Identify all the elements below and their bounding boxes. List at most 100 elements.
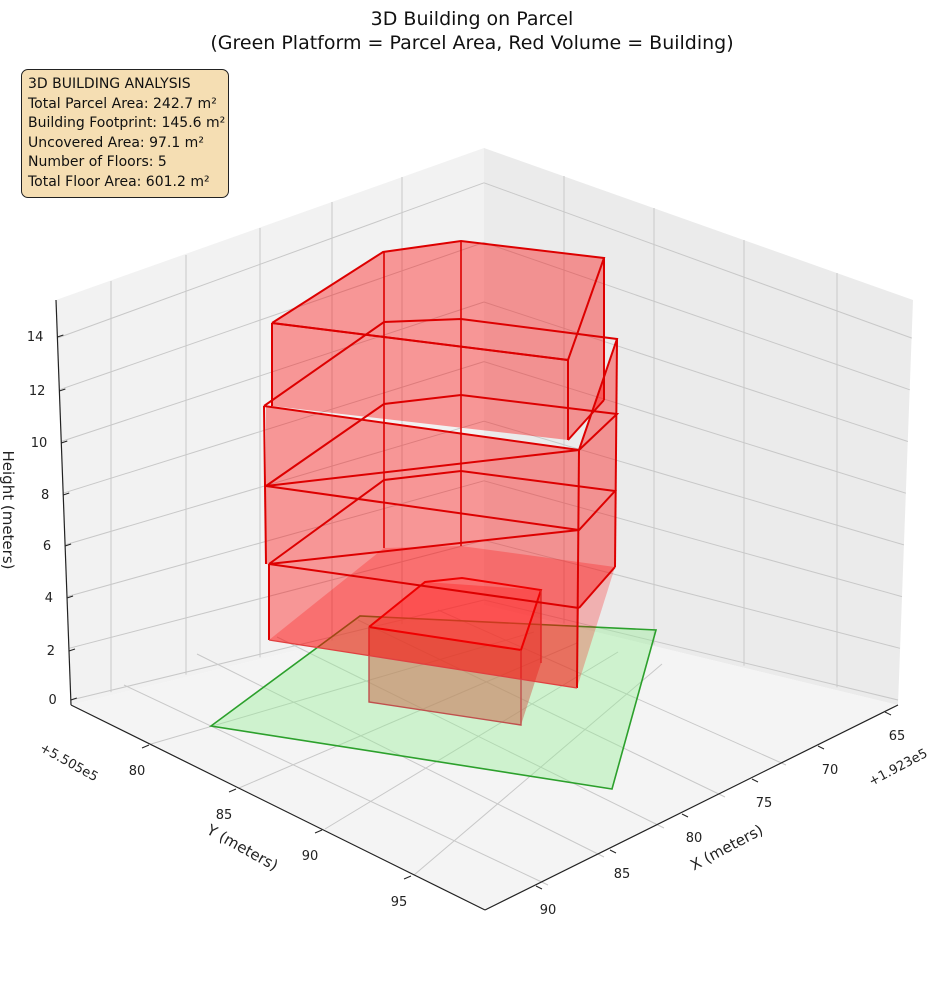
floor-pane [71, 605, 898, 910]
x-axis-label: X (meters) [687, 821, 766, 874]
tower-base [269, 546, 615, 688]
z-tick-mark [68, 648, 76, 652]
tick-labels: 65 70 75 80 85 90 80 85 90 95 0 2 4 6 8 10 12 14 [27, 330, 905, 918]
back-left-pane [56, 148, 484, 705]
x-tick-label: 75 [756, 796, 773, 811]
floor-grid-x [123, 684, 549, 886]
x-tick-label: 80 [686, 831, 703, 846]
y-axis-line [70, 704, 486, 911]
vert-front-right [576, 449, 580, 689]
grid-line-z-right [483, 361, 907, 494]
grid-line-z-right [483, 420, 905, 546]
tower-side-upper [568, 258, 604, 440]
floor-grid-x [437, 609, 787, 766]
y-tick-label: 95 [391, 895, 408, 910]
z-tick-label: 12 [29, 384, 46, 399]
front-edge-2 [265, 485, 580, 531]
z-tick-label: 14 [27, 330, 44, 345]
building-volume [263, 239, 620, 726]
y-tick-mark [228, 788, 237, 793]
x-offset-label: +1.923e5 [866, 746, 930, 789]
floor-grid-y [324, 651, 619, 830]
y-tick-mark [403, 875, 412, 880]
grid-line-z-left [57, 182, 485, 339]
annex-front [369, 627, 521, 725]
x-tick-mark [609, 849, 617, 854]
y-tick-label: 85 [216, 808, 233, 823]
floor-slab-edge [268, 469, 618, 565]
y-offset-label: +5.505e5 [37, 741, 101, 785]
base-front-edge [268, 639, 578, 689]
y-tick-label: 90 [302, 849, 319, 864]
axis-panes [56, 148, 913, 910]
x-tick-mark [817, 745, 825, 750]
vert-left-mid [263, 405, 267, 565]
grid-line-z-right [483, 241, 911, 391]
z-axis-line [55, 299, 72, 706]
floor-grid-y [413, 663, 663, 876]
grid-line-z-left [66, 480, 485, 598]
side-edge-lower [578, 566, 616, 609]
chart-title-line-1: 3D Building on Parcel [371, 8, 574, 30]
grid-line-z-right [483, 182, 912, 339]
tower-front-lower [269, 564, 579, 688]
grid-line-z-left [68, 539, 485, 649]
info-line-parcel-area: Total Parcel Area: 242.7 m² [28, 95, 217, 112]
z-tick-label: 0 [49, 693, 57, 708]
grid-line-z-left [62, 361, 485, 494]
side-edge-upper [567, 399, 605, 441]
y-tick-mark [314, 829, 323, 834]
axis-ticks [57, 334, 892, 890]
y-tick-mark [141, 744, 150, 749]
z-tick-label: 4 [45, 591, 53, 606]
z-tick-mark [64, 543, 72, 547]
z-tick-label: 2 [47, 644, 55, 659]
z-tick-mark [70, 697, 77, 701]
z-tick-mark [59, 388, 66, 392]
z-tick-mark [66, 595, 74, 599]
front-edge-4 [271, 322, 569, 361]
y-axis-label: Y (meters) [203, 820, 281, 874]
z-tick-mark [63, 492, 70, 496]
x-tick-mark [751, 778, 759, 783]
floor-slab-edge [265, 393, 620, 487]
annex-outline [368, 576, 543, 652]
x-tick-label: 70 [822, 763, 839, 778]
info-line-uncovered: Uncovered Area: 97.1 m² [28, 134, 204, 151]
front-edge-3 [263, 405, 580, 451]
z-tick-label: 6 [43, 539, 51, 554]
x-axis-line [484, 704, 899, 911]
grid-line-z-right [483, 539, 901, 649]
z-tick-label: 10 [31, 436, 48, 451]
y-tick-label: 80 [129, 764, 146, 779]
x-tick-mark [884, 711, 892, 716]
grid-line-z-left [58, 241, 485, 391]
floor-grid-x [276, 636, 665, 829]
annex-base-edge [368, 627, 522, 726]
chart-title-line-2: (Green Platform = Parcel Area, Red Volum… [210, 32, 733, 54]
x-tick-label: 85 [614, 867, 631, 882]
grid-line-z-left [64, 420, 485, 546]
info-line-floors: Number of Floors: 5 [28, 154, 167, 171]
info-line-heading: 3D BUILDING ANALYSIS [28, 76, 191, 92]
x-tick-mark [681, 813, 689, 818]
vert-back-right [614, 338, 618, 568]
z-axis-label: Height (meters) [0, 451, 17, 570]
z-tick-label: 8 [41, 488, 49, 503]
annex-side [521, 590, 541, 725]
grid-line-z-left [70, 599, 485, 701]
x-tick-label: 65 [889, 729, 906, 744]
building-analysis-box: 3D BUILDING ANALYSIS Total Parcel Area: … [21, 69, 229, 198]
x-tick-mark [535, 885, 543, 890]
grid-line-z-right [483, 480, 903, 598]
z-tick-mark [61, 440, 68, 444]
grid-line-z-right [483, 599, 899, 701]
z-tick-mark [57, 334, 64, 338]
info-line-floor-area: Total Floor Area: 601.2 m² [28, 173, 210, 190]
tower-side-lower [579, 340, 617, 608]
info-line-footprint: Building Footprint: 145.6 m² [28, 115, 226, 132]
grid-lines [57, 176, 912, 886]
front-edge-1 [268, 563, 580, 609]
tower-front-upper [272, 323, 568, 440]
